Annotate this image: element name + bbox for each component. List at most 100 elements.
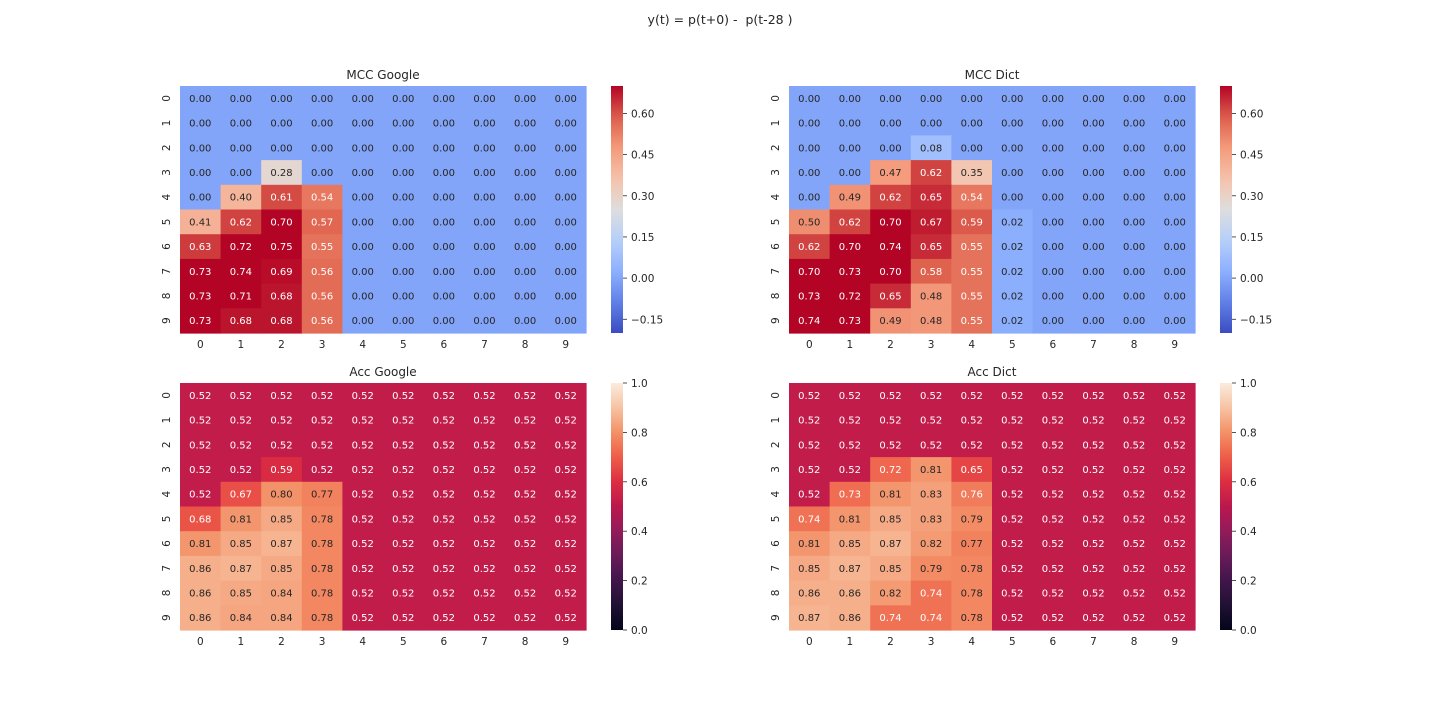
heatmap-cell [829,308,871,334]
heatmap-cell [383,481,425,508]
heatmap-cell [261,234,303,260]
x-tick-label: 4 [359,339,366,351]
heatmap-cell [383,110,425,136]
heatmap-cell-label: 0.52 [433,440,455,451]
heatmap-cell-label: 0.00 [433,217,455,228]
heatmap-cell-label: 0.52 [555,465,577,476]
colorbar [611,86,623,333]
colorbar [1220,383,1232,630]
heatmap-cell-label: 0.00 [1042,168,1064,179]
heatmap-cell [870,86,912,112]
heatmap-cell [870,432,912,458]
heatmap-cell-label: 0.52 [433,514,455,525]
heatmap-cell-label: 0.73 [839,490,861,501]
heatmap-cell-label: 0.52 [1082,613,1104,624]
heatmap-cell [180,308,222,334]
heatmap-cell [180,283,222,309]
heatmap-cell [545,86,587,112]
y-tick-label: 7 [161,268,173,275]
heatmap-cell [342,110,384,136]
heatmap-cell-label: 0.00 [230,119,252,130]
heatmap-cell [342,160,384,186]
heatmap-cell [992,258,1034,285]
heatmap-cell-label: 0.52 [514,539,536,550]
heatmap-cell [910,555,952,582]
heatmap-cell [383,580,425,606]
heatmap-cell [951,184,993,211]
heatmap-cell-label: 0.00 [1042,242,1064,253]
heatmap-cell-label: 0.52 [1082,440,1104,451]
heatmap-cell-label: 0.72 [839,291,861,302]
heatmap-cell [910,135,952,161]
heatmap-cell-label: 0.52 [555,416,577,427]
heatmap-cell-label: 0.00 [1001,143,1023,154]
heatmap-cell [220,531,262,557]
figure-suptitle: y(t) = p(t+0) - p(t-28 ) [647,12,793,27]
heatmap-cell-label: 0.85 [879,514,901,525]
heatmap-cell [1154,283,1196,309]
heatmap-cell-label: 0.00 [433,193,455,204]
heatmap-cell-label: 0.00 [1123,119,1145,130]
heatmap-cell [1154,555,1196,582]
heatmap-cell [1073,234,1115,260]
heatmap-panel: MCC Dict 0.00 0.00 0.00 0.00 0.00 0.00 0.00 0.00… [770,68,1272,351]
heatmap-cell-label: 0.87 [879,539,901,550]
heatmap-cell-label: 0.00 [189,119,211,130]
heatmap-cell [301,605,343,631]
heatmap-cell-label: 0.00 [392,168,414,179]
heatmap-cell [180,258,222,285]
heatmap-cell [545,407,587,433]
heatmap-cell-label: 0.67 [920,217,942,228]
heatmap-cell-label: 0.52 [352,588,374,599]
y-tick-label: 7 [770,565,782,572]
y-tick-label: 8 [770,590,782,597]
heatmap-cell [951,135,993,161]
heatmap-cell-label: 0.00 [1082,217,1104,228]
heatmap-cell-label: 0.76 [961,490,983,501]
heatmap-cell [1154,234,1196,260]
heatmap-cell [261,135,303,161]
heatmap-cell [789,234,831,260]
heatmap-cell-label: 0.00 [230,143,252,154]
heatmap-cell-label: 0.52 [514,465,536,476]
heatmap-cell [1154,160,1196,186]
heatmap-panel: Acc Google 0.52 0.52 0.52 0.52 0.52 0.52 0.52 0.… [161,365,648,648]
heatmap-cell [423,160,465,186]
heatmap-cell [1113,110,1155,136]
heatmap-cell [910,580,952,606]
heatmap-cell [1032,580,1074,606]
heatmap-cell [1032,481,1074,508]
heatmap-cell-label: 0.52 [1082,588,1104,599]
heatmap-cell [545,110,587,136]
heatmap-cell [383,258,425,285]
heatmap-cell-label: 0.52 [1082,391,1104,402]
heatmap-cell-label: 0.52 [473,465,495,476]
heatmap-cell-label: 0.50 [798,217,820,228]
heatmap-cell-label: 0.52 [514,440,536,451]
heatmap-cell-label: 0.52 [1001,539,1023,550]
x-tick-label: 5 [1009,339,1016,351]
heatmap-cell [1113,506,1155,532]
heatmap-cell [870,308,912,334]
heatmap-cell-label: 0.00 [473,242,495,253]
heatmap-cell-label: 0.84 [270,613,292,624]
heatmap-cell [545,135,587,161]
heatmap-cell [992,555,1034,582]
heatmap-cell [870,506,912,532]
heatmap-cell-label: 0.52 [920,440,942,451]
heatmap-cell-label: 0.52 [798,416,820,427]
heatmap-cell [992,506,1034,532]
colorbar-tick-label: 0.2 [631,576,648,588]
heatmap-cell-label: 0.00 [961,94,983,105]
heatmap-cell [951,308,993,334]
heatmap-cell [870,234,912,260]
heatmap-cell [383,555,425,582]
heatmap-cell-label: 0.00 [1082,267,1104,278]
heatmap-cell-label: 0.00 [961,143,983,154]
heatmap-cell-label: 0.00 [1042,119,1064,130]
heatmap-cell-label: 0.74 [798,316,820,327]
heatmap-cell [951,258,993,285]
heatmap-cell [1154,209,1196,235]
heatmap-cell-label: 0.52 [433,490,455,501]
heatmap-cell-label: 0.00 [189,168,211,179]
